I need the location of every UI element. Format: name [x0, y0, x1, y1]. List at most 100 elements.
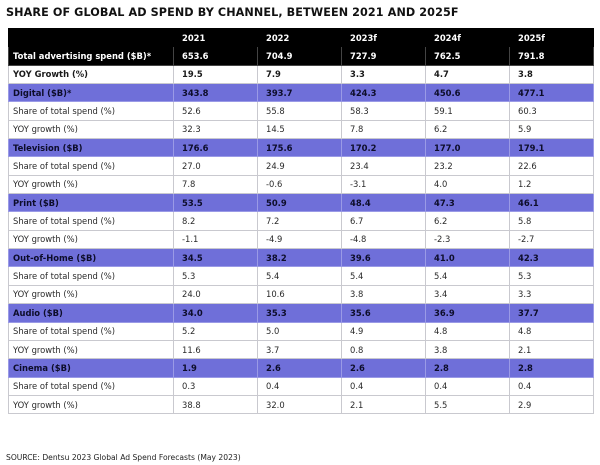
- column-header: 2024f: [425, 27, 510, 48]
- row-label: YOY Growth (%): [8, 64, 174, 85]
- table-cell: 10.6: [257, 284, 342, 305]
- row-label: YOY growth (%): [8, 229, 174, 250]
- row-label: Digital ($B)*: [8, 83, 174, 103]
- table-cell: -2.7: [509, 229, 594, 250]
- table-cell: 7.8: [341, 119, 426, 140]
- table-cell: 4.9: [341, 321, 426, 341]
- table-row: Share of total spend (%) 52.6 55.8 58.3 59.1…: [8, 101, 594, 121]
- table-cell: 0.4: [257, 376, 342, 396]
- table-cell: 32.0: [257, 394, 342, 415]
- total-row: Total advertising spend ($B)* 653.6 704.9 7…: [8, 46, 594, 66]
- table-cell: 0.3: [173, 376, 258, 396]
- table-cell: 2.8: [425, 358, 510, 378]
- row-label: Share of total spend (%): [8, 101, 174, 121]
- table-body: Total advertising spend ($B)* 653.6 704.9 7…: [8, 46, 594, 415]
- table-row: YOY growth (%) 11.6 3.7 0.8 3.8 2.1: [8, 339, 594, 360]
- table-cell: 47.3: [425, 193, 510, 213]
- table-cell: 8.2: [173, 211, 258, 231]
- row-label: Share of total spend (%): [8, 211, 174, 231]
- table-row: Share of total spend (%) 8.2 7.2 6.7 6.2 5.8: [8, 211, 594, 231]
- table-cell: 393.7: [257, 83, 342, 103]
- table-cell: 7.8: [173, 174, 258, 195]
- table-row: YOY growth (%) 32.3 14.5 7.8 6.2 5.9: [8, 119, 594, 140]
- table-cell: 37.7: [509, 303, 594, 323]
- table-cell: 5.3: [509, 266, 594, 286]
- table-cell: 179.1: [509, 138, 594, 158]
- row-label: YOY growth (%): [8, 394, 174, 415]
- table-cell: 22.6: [509, 156, 594, 176]
- table-cell: 35.3: [257, 303, 342, 323]
- table-cell: 2.6: [257, 358, 342, 378]
- table-cell: 5.3: [173, 266, 258, 286]
- table-cell: 38.8: [173, 394, 258, 415]
- table-cell: 343.8: [173, 83, 258, 103]
- table-row: Share of total spend (%) 5.3 5.4 5.4 5.4 5.3: [8, 266, 594, 286]
- table-cell: -4.9: [257, 229, 342, 250]
- table-row: YOY Growth (%) 19.5 7.9 3.3 4.7 3.8: [8, 64, 594, 85]
- row-label: Total advertising spend ($B)*: [8, 46, 174, 66]
- table-cell: 34.5: [173, 248, 258, 268]
- table-cell: 19.5: [173, 64, 258, 85]
- channel-row: Audio ($B) 34.0 35.3 35.6 36.9 37.7: [8, 303, 594, 323]
- table-cell: 55.8: [257, 101, 342, 121]
- table-cell: 5.2: [173, 321, 258, 341]
- table-cell: 0.4: [425, 376, 510, 396]
- table-cell: 791.8: [509, 46, 594, 66]
- table-cell: 477.1: [509, 83, 594, 103]
- table-row: Share of total spend (%) 5.2 5.0 4.9 4.8 4.8: [8, 321, 594, 341]
- table-cell: 7.2: [257, 211, 342, 231]
- table-cell: 24.9: [257, 156, 342, 176]
- table-cell: 23.2: [425, 156, 510, 176]
- table-cell: 6.2: [425, 119, 510, 140]
- table-cell: 6.2: [425, 211, 510, 231]
- table-cell: 27.0: [173, 156, 258, 176]
- table-cell: 4.7: [425, 64, 510, 85]
- table-cell: 2.1: [341, 394, 426, 415]
- table-cell: 450.6: [425, 83, 510, 103]
- column-header: 2022: [257, 27, 342, 48]
- table-cell: 176.6: [173, 138, 258, 158]
- channel-row: Television ($B) 176.6 175.6 170.2 177.0 179.1: [8, 138, 594, 158]
- table-cell: 3.8: [425, 339, 510, 360]
- table-cell: 2.1: [509, 339, 594, 360]
- table-row: Share of total spend (%) 0.3 0.4 0.4 0.4 0.4: [8, 376, 594, 396]
- table-cell: -3.1: [341, 174, 426, 195]
- table-row: YOY growth (%) 7.8 -0.6 -3.1 4.0 1.2: [8, 174, 594, 195]
- row-label: YOY growth (%): [8, 174, 174, 195]
- table-cell: 5.4: [425, 266, 510, 286]
- table-cell: 41.0: [425, 248, 510, 268]
- table-cell: 1.9: [173, 358, 258, 378]
- table-cell: 3.7: [257, 339, 342, 360]
- table-cell: -0.6: [257, 174, 342, 195]
- table-cell: 653.6: [173, 46, 258, 66]
- table-cell: 3.3: [509, 284, 594, 305]
- table-cell: 7.9: [257, 64, 342, 85]
- table-cell: 42.3: [509, 248, 594, 268]
- table-cell: 4.0: [425, 174, 510, 195]
- table-cell: 32.3: [173, 119, 258, 140]
- table-cell: 59.1: [425, 101, 510, 121]
- table-cell: 2.9: [509, 394, 594, 415]
- table-cell: 50.9: [257, 193, 342, 213]
- table-cell: 1.2: [509, 174, 594, 195]
- table-cell: 175.6: [257, 138, 342, 158]
- row-label: YOY growth (%): [8, 284, 174, 305]
- table-row: Share of total spend (%) 27.0 24.9 23.4 23.2…: [8, 156, 594, 176]
- table-cell: 5.9: [509, 119, 594, 140]
- table-cell: 170.2: [341, 138, 426, 158]
- table-cell: -1.1: [173, 229, 258, 250]
- table-cell: 34.0: [173, 303, 258, 323]
- table-cell: 24.0: [173, 284, 258, 305]
- channel-row: Print ($B) 53.5 50.9 48.4 47.3 46.1: [8, 193, 594, 213]
- table-cell: 5.4: [341, 266, 426, 286]
- table-cell: 727.9: [341, 46, 426, 66]
- column-header: 2021: [173, 27, 258, 48]
- table-cell: 36.9: [425, 303, 510, 323]
- row-label: Television ($B): [8, 138, 174, 158]
- ad-spend-table: 2021 2022 2023f 2024f 2025f Total advert…: [8, 27, 594, 415]
- row-label: Cinema ($B): [8, 358, 174, 378]
- source-note: SOURCE: Dentsu 2023 Global Ad Spend Fore…: [6, 453, 241, 462]
- table-cell: 4.8: [425, 321, 510, 341]
- channel-row: Out-of-Home ($B) 34.5 38.2 39.6 41.0 42.3: [8, 248, 594, 268]
- column-header: 2025f: [509, 27, 594, 48]
